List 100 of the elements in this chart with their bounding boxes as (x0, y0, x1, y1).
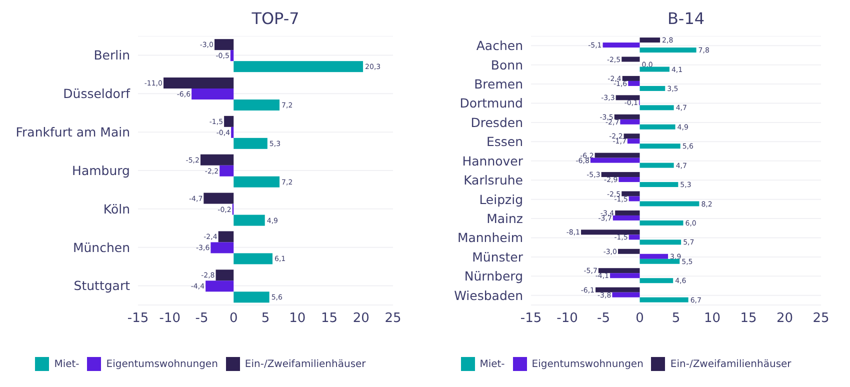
bar (210, 242, 234, 254)
x-tick-label: -5 (195, 311, 208, 326)
bar (216, 270, 234, 281)
bar (628, 80, 640, 86)
bar (622, 56, 640, 62)
y-tick-label: München (72, 240, 130, 255)
y-tick-label: Köln (103, 201, 130, 216)
bar (596, 287, 640, 292)
bar (598, 268, 640, 274)
x-tick-label: 20 (776, 311, 794, 326)
bar (640, 124, 676, 130)
bar (234, 176, 280, 188)
bar (640, 86, 666, 91)
y-tick-label: Aachen (476, 38, 523, 54)
y-tick-label: Nürnberg (464, 268, 523, 284)
bar (614, 114, 640, 120)
y-tick-label: Bremen (474, 76, 523, 92)
bar (618, 177, 640, 182)
bar (200, 154, 234, 166)
bar (234, 292, 270, 303)
legend-label: Eigentumswohnungen (532, 358, 644, 370)
bar (234, 138, 268, 149)
bar (640, 38, 660, 43)
x-tick-label: -15 (127, 311, 149, 326)
bar (224, 116, 234, 127)
chart-title: TOP-7 (250, 8, 300, 30)
y-tick-label: Hamburg (72, 162, 130, 178)
bar (616, 95, 640, 100)
x-tick-label: 10 (289, 311, 306, 326)
legend-label: Eigentumswohnungen (106, 358, 218, 370)
bar (640, 297, 688, 302)
bar (612, 292, 640, 298)
bar (581, 230, 640, 235)
bar (164, 78, 234, 89)
y-tick-label: Mannheim (457, 230, 523, 246)
chart-title: B-14 (666, 8, 706, 30)
y-tick-label: Hannover (462, 153, 524, 168)
bar (220, 165, 234, 176)
bar (204, 192, 234, 204)
bar (640, 220, 684, 226)
x-tick-label: -10 (556, 311, 578, 326)
bar (234, 214, 265, 226)
bar (640, 105, 674, 110)
bar (610, 273, 640, 278)
y-tick-label: Berlin (94, 48, 130, 63)
x-tick-label: 20 (352, 311, 370, 326)
x-tick-label: -10 (159, 311, 180, 326)
bar (640, 66, 670, 72)
y-tick-label: Essen (486, 134, 523, 150)
bar (622, 191, 640, 196)
bar (620, 119, 640, 124)
legend-label: Ein-/Zweifamilienhäuser (670, 358, 792, 370)
bar (612, 215, 640, 220)
bar (640, 182, 678, 188)
bar (231, 126, 234, 138)
x-tick-label: 0 (636, 311, 644, 326)
bar (628, 234, 640, 240)
y-tick-label: Mainz (486, 210, 524, 226)
bar (206, 280, 234, 292)
bar (640, 258, 680, 264)
x-tick-label: 0 (229, 311, 238, 326)
y-tick-label: Leipzig (479, 192, 523, 207)
bar (618, 248, 640, 254)
bar (594, 152, 640, 158)
bar (624, 134, 640, 139)
legend-label: Miet- (480, 358, 505, 370)
legend-label: Miet- (54, 358, 80, 370)
bar (218, 231, 234, 242)
y-tick-label: Karlsruhe (464, 172, 524, 188)
bar (640, 278, 674, 284)
x-tick-label: -15 (520, 311, 542, 326)
y-tick-label: Frankfurt am Main (16, 124, 130, 140)
y-tick-label: Stuttgart (74, 278, 130, 294)
x-tick-label: 10 (704, 311, 721, 326)
bar (214, 39, 234, 50)
x-tick-label: 15 (320, 311, 338, 326)
bar (640, 162, 674, 168)
bar (640, 240, 682, 245)
x-tick-label: -5 (597, 311, 610, 326)
bar (601, 172, 640, 178)
bar (590, 158, 640, 163)
bar (640, 254, 668, 259)
bar (234, 100, 280, 111)
x-tick-label: 25 (384, 311, 402, 326)
bar (192, 88, 234, 100)
bar (640, 201, 700, 206)
y-tick-label: Düsseldorf (63, 86, 131, 102)
y-tick-label: Wiesbaden (454, 288, 523, 303)
bar (628, 196, 640, 202)
legend-label: Ein-/Zweifamilienhäuser (244, 358, 366, 370)
bar (627, 138, 640, 144)
bar (615, 210, 640, 216)
x-tick-label: 5 (261, 311, 270, 326)
bar (622, 76, 640, 81)
y-tick-label: Dortmund (460, 96, 523, 111)
bar (640, 48, 696, 53)
y-tick-label: Dresden (470, 114, 523, 130)
y-tick-label: Bonn (490, 57, 523, 72)
x-tick-label: 25 (812, 311, 830, 326)
bar (230, 50, 234, 62)
